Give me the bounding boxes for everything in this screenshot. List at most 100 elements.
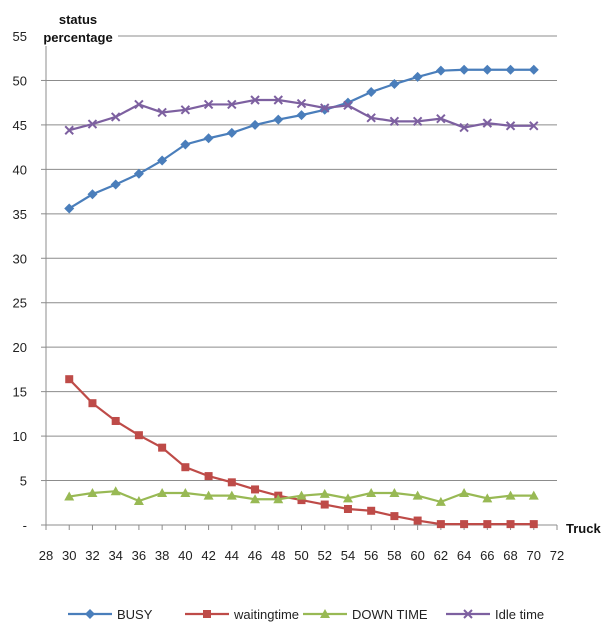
data-point-busy <box>157 155 168 166</box>
legend-marker-down-time <box>320 609 330 618</box>
data-point-down-time <box>273 494 284 504</box>
data-point-waitingtime <box>227 478 236 487</box>
gridlines <box>46 35 557 482</box>
y-tick-label: 35 <box>13 207 27 222</box>
y-tick-label: 20 <box>13 340 27 355</box>
data-point-busy <box>110 179 121 190</box>
data-point-waitingtime <box>390 512 399 521</box>
data-point-down-time <box>319 488 330 498</box>
legend-marker-idle-time <box>463 609 473 619</box>
data-point-waitingtime <box>65 375 74 384</box>
data-point-waitingtime <box>204 472 213 481</box>
x-tick-label: 38 <box>155 548 169 563</box>
y-tick-label: 50 <box>13 73 27 88</box>
data-point-idle-time <box>459 122 469 133</box>
x-tick-label: 46 <box>248 548 262 563</box>
x-tick-label: 56 <box>364 548 378 563</box>
data-point-busy <box>180 139 191 150</box>
data-point-idle-time <box>505 121 516 131</box>
y-tick-label: - <box>23 518 27 533</box>
data-point-idle-time <box>227 99 237 110</box>
legend-label-busy: BUSY <box>117 607 153 622</box>
data-point-waitingtime <box>343 504 352 513</box>
data-point-busy <box>133 168 144 179</box>
x-tick-label: 60 <box>410 548 424 563</box>
x-tick-label: 34 <box>108 548 122 563</box>
data-point-waitingtime <box>367 506 376 515</box>
data-point-busy <box>505 64 516 75</box>
data-point-idle-time <box>343 100 353 111</box>
data-point-busy <box>435 65 446 76</box>
data-point-idle-time <box>203 99 214 110</box>
x-tick-label: 30 <box>62 548 76 563</box>
data-point-idle-time <box>436 113 446 124</box>
y-tick-label: 15 <box>13 385 27 400</box>
y-tick-label: 5 <box>20 474 27 489</box>
data-point-down-time <box>342 493 353 503</box>
data-point-down-time <box>389 487 400 497</box>
data-point-down-time <box>87 487 98 497</box>
x-tick-label: 52 <box>317 548 331 563</box>
data-point-down-time <box>226 490 237 500</box>
data-point-waitingtime <box>320 500 329 509</box>
data-point-waitingtime <box>111 416 120 425</box>
x-tick-label: 72 <box>550 548 564 563</box>
data-point-waitingtime <box>483 520 492 529</box>
legend: BUSY waitingtime DOWN TIME Idle time <box>68 607 544 622</box>
series-idle-time <box>64 95 539 135</box>
y-tick-label: 55 <box>13 29 27 44</box>
data-point-waitingtime <box>413 516 422 525</box>
data-point-down-time <box>180 487 191 497</box>
data-point-idle-time <box>64 125 74 135</box>
data-point-busy <box>412 71 423 82</box>
x-tick-labels: 28 30 32 34 36 38 40 42 44 46 48 50 52 54 56 58 60 62 64 66… <box>39 548 564 563</box>
y-tick-label: 45 <box>13 118 27 133</box>
x-tick-label: 66 <box>480 548 494 563</box>
data-point-idle-time <box>412 116 423 127</box>
x-tick-label: 54 <box>341 548 355 563</box>
data-point-busy <box>482 64 493 75</box>
y-axis-title-line2: percentage <box>43 30 112 45</box>
legend-label-idle-time: Idle time <box>495 607 544 622</box>
data-point-waitingtime <box>506 520 515 529</box>
series-waitingtime <box>65 375 538 529</box>
data-point-down-time <box>459 487 470 497</box>
data-point-idle-time <box>296 98 307 109</box>
x-axis-title: Truck <box>566 521 601 536</box>
legend-label-waitingtime: waitingtime <box>233 607 299 622</box>
x-tick-label: 42 <box>201 548 215 563</box>
legend-marker-busy <box>85 609 95 619</box>
data-point-busy <box>203 133 214 144</box>
y-axis-title-background <box>38 14 118 46</box>
x-tick-label: 36 <box>132 548 146 563</box>
data-point-down-time <box>435 496 446 506</box>
legend-label-down-time: DOWN TIME <box>352 607 428 622</box>
data-point-waitingtime <box>460 520 469 529</box>
data-point-busy <box>366 87 377 98</box>
y-tick-labels: - 5 10 15 20 25 30 35 40 45 50 55 <box>13 29 27 533</box>
data-series <box>64 64 539 529</box>
data-point-idle-time <box>320 103 330 113</box>
x-tick-label: 62 <box>434 548 448 563</box>
y-tick-label: 10 <box>13 429 27 444</box>
data-point-waitingtime <box>134 431 143 440</box>
data-point-busy <box>64 203 75 214</box>
legend-item-waitingtime: waitingtime <box>185 607 299 622</box>
data-point-down-time <box>412 490 423 500</box>
data-point-idle-time <box>157 107 167 118</box>
data-point-idle-time <box>134 99 144 110</box>
legend-item-busy: BUSY <box>68 607 153 622</box>
x-tick-label: 28 <box>39 548 53 563</box>
data-point-idle-time <box>482 118 493 128</box>
x-tick-label: 70 <box>527 548 541 563</box>
data-point-down-time <box>110 486 121 496</box>
x-tick-label: 44 <box>225 548 239 563</box>
series-busy <box>64 64 539 214</box>
data-point-busy <box>226 127 237 138</box>
data-point-waitingtime <box>529 520 538 529</box>
data-point-down-time <box>133 495 144 505</box>
data-point-busy <box>296 110 307 121</box>
data-point-idle-time <box>250 95 260 105</box>
series-line-busy <box>68 68 534 210</box>
